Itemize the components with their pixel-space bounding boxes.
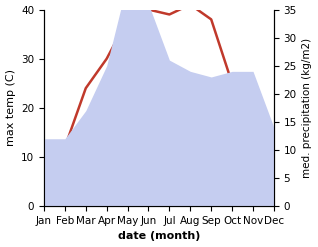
Y-axis label: med. precipitation (kg/m2): med. precipitation (kg/m2) bbox=[302, 38, 313, 178]
X-axis label: date (month): date (month) bbox=[118, 231, 200, 242]
Y-axis label: max temp (C): max temp (C) bbox=[5, 69, 16, 146]
